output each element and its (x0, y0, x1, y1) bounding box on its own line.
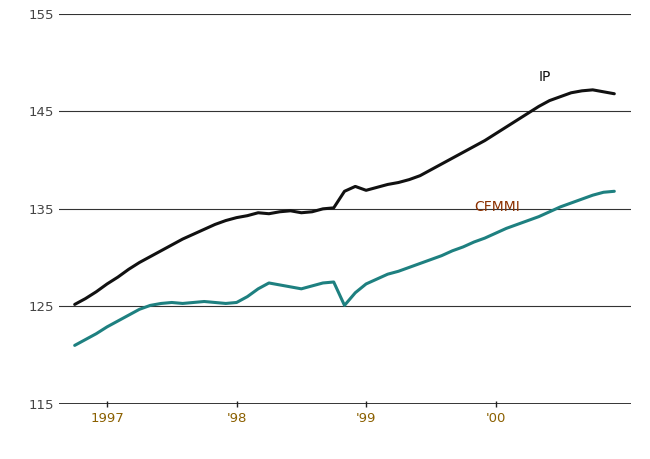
Text: IP: IP (539, 70, 551, 84)
Text: CFMMI: CFMMI (474, 200, 520, 214)
